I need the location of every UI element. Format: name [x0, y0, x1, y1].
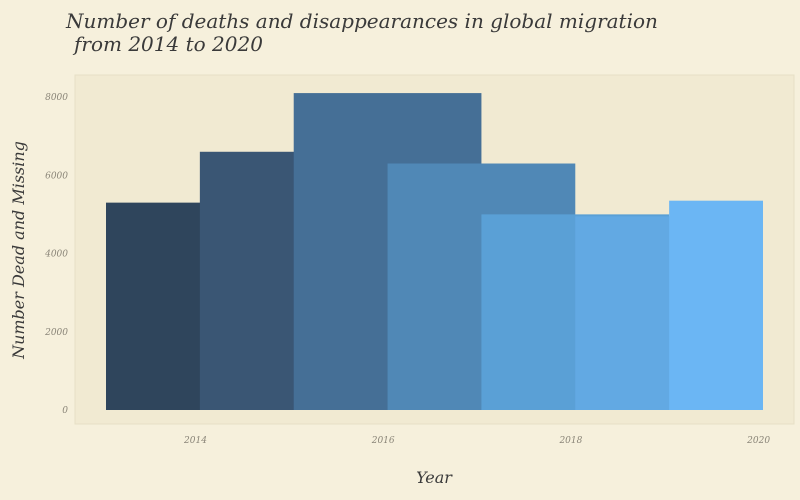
chart-title-line-2: from 2014 to 2020 [74, 32, 263, 56]
y-tick-label: 2000 [44, 328, 68, 338]
y-axis-label: Number Dead and Missing [9, 141, 28, 360]
y-tick-label: 4000 [44, 250, 68, 260]
x-axis-label: Year [416, 468, 453, 487]
y-tick-label: 8000 [45, 93, 68, 103]
chart-title-line-1: Number of deaths and disappearances in g… [66, 9, 658, 33]
x-tick-label: 2018 [558, 436, 582, 446]
y-tick-label: 6000 [45, 171, 68, 181]
bar-2020 [669, 200, 763, 410]
y-tick-labels: 0 2000 4000 6000 8000 [44, 93, 68, 416]
bars-group [106, 93, 763, 411]
chart-title: Number of deaths and disappearances in g… [66, 10, 766, 56]
x-tick-label: 2016 [371, 436, 395, 446]
y-tick-label: 0 [62, 406, 68, 416]
x-tick-label: 2020 [746, 436, 770, 446]
x-tick-labels: 2014 2016 2018 2020 [183, 436, 770, 446]
x-tick-label: 2014 [183, 436, 207, 446]
